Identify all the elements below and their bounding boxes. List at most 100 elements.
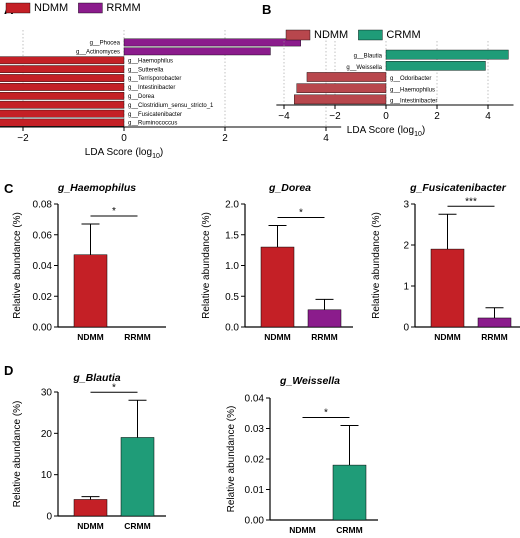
x-tick-label: −4 bbox=[278, 111, 290, 122]
lda-bar bbox=[0, 118, 125, 127]
lda-bar bbox=[123, 47, 271, 56]
panel-letter-d: D bbox=[4, 363, 13, 378]
x-tick-label: 2 bbox=[222, 133, 228, 144]
chart-title: g_Fusicatenibacter bbox=[409, 182, 507, 194]
legend-swatch-crmm bbox=[358, 29, 383, 41]
y-axis-label: Relative abundance (%) bbox=[371, 212, 382, 319]
category-label: NDMM bbox=[77, 521, 103, 531]
legend-label-rrmm: RRMM bbox=[106, 2, 140, 14]
lda-bar bbox=[0, 92, 125, 100]
y-axis-label: Relative abundance (%) bbox=[12, 212, 23, 319]
lda-bar bbox=[123, 38, 301, 47]
lda-bar-label: g__Sutterella bbox=[128, 67, 164, 73]
y-tick-label: 1.0 bbox=[225, 261, 239, 272]
legend-swatch-rrmm bbox=[78, 2, 103, 14]
lda-bar bbox=[385, 61, 486, 71]
y-tick-label: 20 bbox=[41, 429, 53, 440]
lda-bar bbox=[0, 83, 125, 91]
bar bbox=[307, 309, 342, 328]
chart-title: g_Weissella bbox=[279, 375, 340, 387]
y-tick-label: 3 bbox=[403, 200, 409, 211]
category-label: NDMM bbox=[77, 332, 103, 342]
y-tick-label: 0.5 bbox=[225, 292, 239, 303]
bar bbox=[430, 248, 465, 328]
significance-label: * bbox=[324, 407, 328, 418]
lda-bar-label: g__Phocea bbox=[90, 41, 121, 47]
lda-bar-label: g__Blautia bbox=[354, 54, 383, 60]
legend-label-ndmm: NDMM bbox=[314, 29, 348, 41]
y-tick-label: 0.01 bbox=[245, 485, 265, 496]
lda-bar-label: g__Actinomyces bbox=[76, 49, 120, 55]
lda-bar bbox=[0, 56, 125, 65]
y-tick-label: 2 bbox=[403, 241, 409, 252]
bar bbox=[477, 317, 512, 328]
y-tick-label: 0.04 bbox=[245, 394, 265, 405]
chart-title: g_Dorea bbox=[268, 182, 311, 194]
lda-bar-label: g__Fusicatenibacter bbox=[128, 112, 182, 118]
bar bbox=[260, 246, 295, 328]
lda-bar-label: g__Haemophilus bbox=[390, 87, 435, 93]
lda-bar-label: g__Intestinibacter bbox=[390, 98, 437, 104]
y-tick-label: 2.0 bbox=[225, 200, 239, 211]
legend-label-crmm: CRMM bbox=[386, 29, 420, 41]
category-label: CRMM bbox=[336, 525, 362, 535]
lda-bar-label: g__Terrisporobacter bbox=[128, 76, 181, 82]
category-label: RRMM bbox=[311, 332, 337, 342]
lda-bar bbox=[0, 109, 125, 118]
y-tick-label: 30 bbox=[41, 388, 53, 399]
y-tick-label: 1 bbox=[403, 282, 409, 293]
lda-bar bbox=[306, 72, 387, 82]
y-tick-label: 0 bbox=[403, 323, 409, 334]
y-tick-label: 0.03 bbox=[245, 424, 265, 435]
category-label: CRMM bbox=[124, 521, 150, 531]
lda-bar bbox=[0, 65, 125, 73]
y-axis-label: Relative abundance (%) bbox=[201, 212, 212, 319]
bar bbox=[73, 254, 108, 328]
legend-swatch-ndmm bbox=[285, 29, 311, 41]
y-tick-label: 0.06 bbox=[33, 230, 53, 241]
lda-bar bbox=[296, 83, 387, 93]
x-tick-label: −2 bbox=[17, 133, 29, 144]
y-tick-label: 10 bbox=[41, 470, 53, 481]
x-axis-label: LDA Score (log10) bbox=[85, 147, 163, 160]
x-tick-label: 0 bbox=[383, 111, 389, 122]
lda-bar bbox=[294, 94, 387, 105]
category-label: RRMM bbox=[124, 332, 150, 342]
lda-bar-label: g__Ruminococcus bbox=[128, 121, 177, 127]
panel-letter-c: C bbox=[4, 181, 14, 196]
y-tick-label: 0.04 bbox=[33, 261, 53, 272]
y-tick-label: 0.00 bbox=[245, 516, 265, 527]
x-tick-label: −2 bbox=[329, 111, 341, 122]
y-tick-label: 0.02 bbox=[33, 292, 53, 303]
chart-title: g_Blautia bbox=[72, 372, 120, 384]
category-label: NDMM bbox=[264, 332, 290, 342]
chart-title: g_Haemophilus bbox=[57, 182, 136, 194]
category-label: RRMM bbox=[481, 332, 507, 342]
panel-letter-b: B bbox=[262, 2, 271, 17]
lda-bar-label: g__Odoribacter bbox=[390, 76, 431, 82]
y-tick-label: 0.08 bbox=[33, 200, 53, 211]
y-tick-label: 0.00 bbox=[33, 323, 53, 334]
legend-label-ndmm: NDMM bbox=[34, 2, 68, 14]
significance-label: * bbox=[299, 208, 303, 219]
y-tick-label: 0.0 bbox=[225, 323, 239, 334]
significance-label: * bbox=[112, 382, 116, 393]
legend-swatch-ndmm bbox=[5, 2, 31, 14]
lda-bar-label: g__Haemophilus bbox=[128, 58, 173, 64]
bar bbox=[73, 499, 108, 517]
category-label: NDMM bbox=[434, 332, 460, 342]
x-tick-label: 2 bbox=[434, 111, 440, 122]
bar bbox=[332, 464, 367, 521]
lda-bar bbox=[0, 100, 125, 109]
y-tick-label: 1.5 bbox=[225, 230, 239, 241]
bar bbox=[120, 437, 155, 517]
y-tick-label: 0.02 bbox=[245, 455, 265, 466]
category-label: NDMM bbox=[289, 525, 315, 535]
x-axis-label: LDA Score (log10) bbox=[347, 125, 425, 138]
x-tick-label: 4 bbox=[323, 133, 329, 144]
significance-label: * bbox=[112, 206, 116, 217]
y-axis-label: Relative abundance (%) bbox=[226, 406, 237, 513]
lda-bar bbox=[0, 74, 125, 82]
significance-label: *** bbox=[465, 196, 477, 207]
